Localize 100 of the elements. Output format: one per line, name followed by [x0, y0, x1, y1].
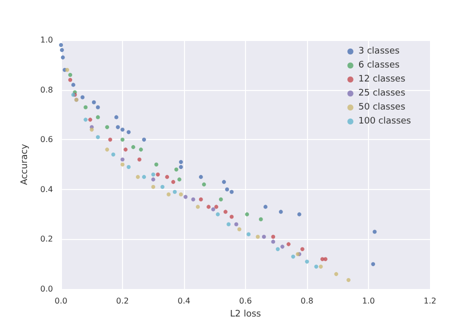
point	[271, 234, 276, 239]
point	[88, 118, 92, 122]
point	[211, 207, 216, 212]
x-tick-label: 1.2	[424, 296, 436, 306]
legend-label: 12 classes	[358, 74, 406, 84]
point	[262, 234, 266, 239]
point	[114, 115, 118, 120]
point	[178, 160, 183, 164]
point	[225, 187, 230, 192]
point	[263, 204, 268, 209]
point	[116, 125, 120, 130]
point	[105, 125, 110, 130]
point	[172, 190, 177, 194]
point	[84, 118, 88, 122]
point	[96, 115, 100, 120]
point	[120, 158, 124, 162]
point	[305, 260, 309, 264]
point	[137, 158, 142, 162]
point	[278, 210, 283, 214]
x-tick-label: 0.4	[178, 296, 190, 306]
point	[126, 164, 131, 169]
point	[124, 148, 128, 152]
point	[111, 152, 116, 157]
point	[202, 182, 206, 186]
point	[226, 222, 231, 226]
point	[68, 72, 72, 77]
point	[138, 148, 143, 152]
point	[165, 174, 170, 179]
legend-label: 3 classes	[358, 46, 400, 56]
point	[246, 232, 251, 236]
point	[68, 78, 72, 82]
legend-label: 50 classes	[358, 102, 406, 112]
point	[198, 197, 203, 202]
point	[196, 204, 200, 209]
point	[318, 264, 323, 269]
point	[92, 100, 96, 104]
point	[230, 190, 234, 194]
point	[96, 105, 100, 110]
point	[142, 138, 146, 142]
y-axis-title: Accuracy	[20, 143, 30, 186]
point	[131, 145, 136, 150]
point	[60, 48, 64, 52]
point	[151, 177, 156, 182]
point	[234, 222, 238, 226]
y-tick-label: 0.8	[40, 85, 53, 94]
point	[126, 130, 131, 134]
point	[334, 272, 338, 276]
point	[105, 148, 110, 152]
point	[120, 128, 124, 132]
point	[71, 82, 76, 87]
point	[166, 192, 171, 196]
point	[96, 135, 100, 140]
point	[258, 217, 263, 222]
point	[214, 204, 218, 209]
point	[245, 212, 250, 216]
point	[218, 197, 223, 202]
x-tick-label: 1.0	[362, 296, 375, 306]
y-tick-label: 1.0	[40, 36, 53, 44]
point	[177, 177, 182, 182]
point	[271, 240, 276, 244]
point	[174, 167, 178, 172]
x-tick-label: 0.8	[300, 296, 314, 306]
point	[154, 162, 158, 166]
point	[59, 42, 63, 47]
point	[156, 172, 160, 176]
point	[372, 230, 377, 234]
x-tick-label: 0.6	[239, 296, 252, 306]
x-axis-title: L2 loss	[230, 309, 262, 320]
point	[160, 184, 164, 189]
point	[120, 162, 124, 166]
point	[237, 227, 242, 232]
point	[222, 180, 226, 184]
point	[371, 262, 376, 266]
point	[90, 128, 94, 132]
point	[142, 174, 146, 179]
point	[291, 254, 296, 259]
point	[206, 204, 211, 209]
point	[346, 278, 351, 282]
point	[286, 242, 291, 246]
point	[297, 212, 302, 216]
point	[323, 257, 328, 262]
point	[80, 95, 85, 100]
point	[84, 105, 88, 110]
point	[60, 55, 65, 60]
y-tick-label: 0.0	[40, 284, 53, 294]
point	[230, 214, 234, 219]
point	[280, 244, 284, 249]
point	[65, 68, 70, 72]
y-tick-label: 0.4	[40, 184, 53, 194]
point	[224, 210, 228, 214]
y-tick-label: 0.6	[40, 135, 53, 144]
point	[108, 138, 112, 142]
legend-label: 100 classes	[358, 116, 412, 126]
point	[171, 180, 176, 184]
point	[191, 197, 196, 202]
x-tick-label: 0.0	[54, 296, 68, 306]
point	[256, 234, 260, 239]
legend-label: 25 classes	[358, 88, 406, 98]
x-tick-label: 0.2	[116, 296, 129, 306]
point	[136, 174, 140, 179]
